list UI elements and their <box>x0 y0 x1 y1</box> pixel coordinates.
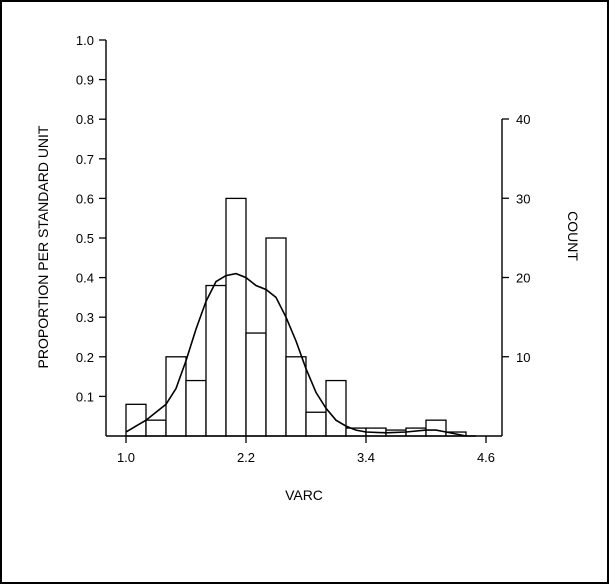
left-y-axis-title: PROPORTION PER STANDARD UNIT <box>35 125 51 368</box>
right-y-tick-label: 30 <box>516 191 530 206</box>
left-y-tick-label: 0.3 <box>76 310 94 325</box>
x-axis-title: VARC <box>285 487 323 503</box>
histogram-bar <box>285 356 307 437</box>
histogram-bar <box>325 379 347 437</box>
left-y-tick-label: 0.9 <box>76 73 94 88</box>
right-y-tick-label: 10 <box>516 350 530 365</box>
x-tick-label: 2.2 <box>237 450 255 465</box>
histogram-bar <box>245 332 267 437</box>
left-y-tick-label: 0.4 <box>76 271 94 286</box>
histogram-bar <box>145 419 167 437</box>
right-y-tick-label: 20 <box>516 271 530 286</box>
histogram-bar <box>265 237 287 437</box>
histogram-bar <box>305 411 327 437</box>
histogram-bar <box>205 284 227 437</box>
histogram-bar <box>125 403 147 437</box>
histogram-bars <box>125 197 467 437</box>
x-tick-label: 3.4 <box>357 450 375 465</box>
left-y-tick-label: 0.8 <box>76 112 94 127</box>
left-y-tick-label: 0.6 <box>76 191 94 206</box>
histogram-bar <box>185 379 207 437</box>
x-tick-label: 1.0 <box>117 450 135 465</box>
histogram-bar <box>225 197 247 437</box>
left-y-tick-label: 0.5 <box>76 231 94 246</box>
right-y-axis-title: COUNT <box>565 211 581 261</box>
left-y-tick-label: 0.1 <box>76 389 94 404</box>
left-y-tick-label: 0.7 <box>76 152 94 167</box>
x-axis-ticks: 1.0 2.2 3.4 4.6 <box>117 436 495 465</box>
left-y-tick-label: 1.0 <box>76 33 94 48</box>
left-y-axis-ticks: 0.1 0.2 0.3 0.4 0.5 0.6 0.7 0.8 0.9 1.0 <box>76 33 106 404</box>
right-y-tick-label: 40 <box>516 112 530 127</box>
right-y-axis-ticks: 10 20 30 40 <box>502 112 530 365</box>
density-curve <box>125 272 476 437</box>
histogram-bar <box>425 419 447 437</box>
left-y-tick-label: 0.2 <box>76 350 94 365</box>
x-tick-label: 4.6 <box>477 450 495 465</box>
